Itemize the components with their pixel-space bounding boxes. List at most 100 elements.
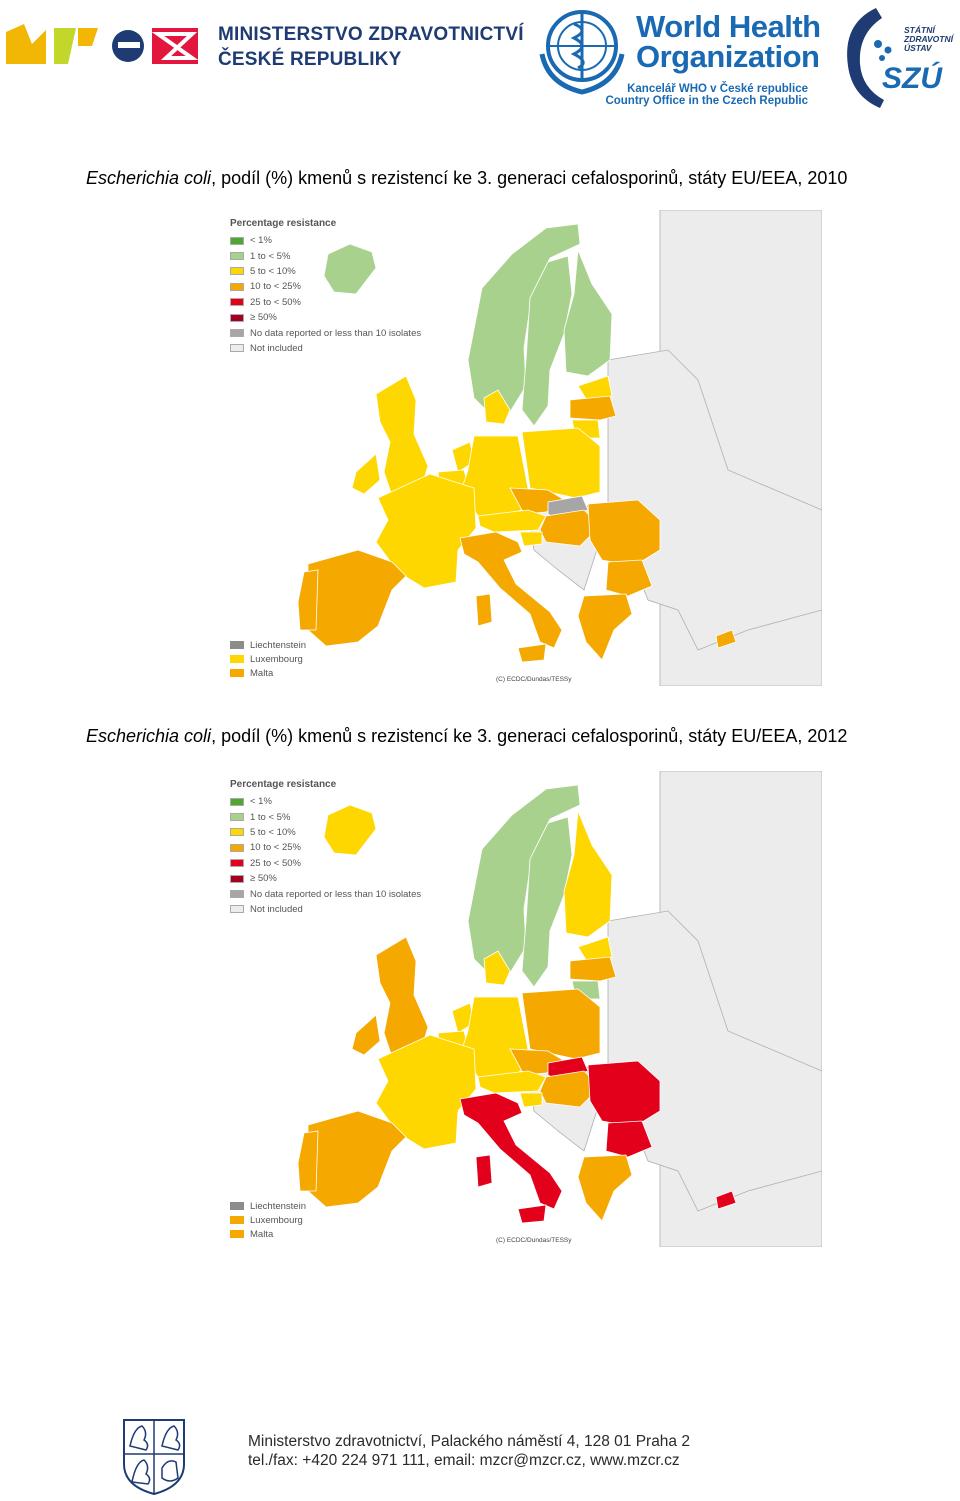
map-svg xyxy=(297,210,822,686)
map-title-organism: Escherichia coli xyxy=(86,168,212,188)
legend-item: 25 to < 50% xyxy=(230,295,421,310)
country-norway xyxy=(467,223,581,417)
who-name-line1: World Health xyxy=(636,9,821,44)
country-greece xyxy=(577,1154,633,1222)
legend-item: 1 to < 5% xyxy=(230,809,421,824)
country-uk xyxy=(375,936,429,1058)
country-italy xyxy=(459,1092,563,1210)
country-slovenia xyxy=(519,531,543,547)
legend-swatch xyxy=(230,828,244,837)
country-portugal xyxy=(297,1130,319,1192)
country-portugal xyxy=(297,569,319,631)
country-denmark xyxy=(483,389,511,425)
map-title-2012: Escherichia coli, podíl (%) kmenů s rezi… xyxy=(86,726,960,747)
ministry-logo-mark xyxy=(6,24,200,73)
who-name-line2: Organization xyxy=(636,39,820,74)
legend-swatch xyxy=(230,236,244,245)
legend-label: ≥ 50% xyxy=(250,873,277,885)
legend-rows: < 1% 1 to < 5% 5 to < 10% 10 to < 25% 25 to … xyxy=(230,794,421,917)
legend-swatch xyxy=(230,874,244,883)
who-name: World Health Organization xyxy=(636,9,821,74)
legend-label: 1 to < 5% xyxy=(250,250,291,262)
legend-swatch xyxy=(230,890,244,899)
small-states-legend: Liechtenstein Luxembourg Malta xyxy=(230,638,306,680)
country-norway xyxy=(467,784,581,978)
europe-map-2012: Percentage resistance < 1% 1 to < 5% 5 to … xyxy=(228,771,822,1247)
legend-item: 5 to < 10% xyxy=(230,825,421,840)
country-poland xyxy=(521,988,601,1060)
legend-swatch xyxy=(230,282,244,291)
szu-name-line2: ZDRAVOTNÍ xyxy=(904,34,953,44)
legend-label: 1 to < 5% xyxy=(250,811,291,823)
country-sicily xyxy=(517,1204,547,1224)
small-state-item: Malta xyxy=(230,1227,306,1241)
legend-label: < 1% xyxy=(250,796,272,808)
legend-item: 1 to < 5% xyxy=(230,248,421,263)
legend-item: 10 to < 25% xyxy=(230,279,421,294)
small-state-item: Liechtenstein xyxy=(230,1199,306,1213)
country-france xyxy=(375,473,477,589)
legend-label: 10 to < 25% xyxy=(250,281,301,293)
legend-item: ≥ 50% xyxy=(230,310,421,325)
country-hungary xyxy=(539,509,601,547)
legend-swatch xyxy=(230,344,244,353)
legend-label: < 1% xyxy=(250,235,272,247)
who-office: Kancelář WHO v České republice Country O… xyxy=(592,83,808,107)
ministry-name-line2: ČESKÉ REPUBLIKY xyxy=(218,49,402,70)
who-office-line1: Kancelář WHO v České republice xyxy=(627,83,808,95)
country-spain xyxy=(307,1110,407,1208)
country-latvia xyxy=(569,956,617,982)
legend-title: Percentage resistance xyxy=(230,218,337,229)
legend-swatch xyxy=(230,329,244,338)
legend-swatch xyxy=(230,905,244,914)
legend-label: No data reported or less than 10 isolate… xyxy=(250,888,422,900)
small-state-label: Malta xyxy=(250,1228,274,1240)
country-uk xyxy=(375,375,429,497)
country-cyprus xyxy=(715,1190,737,1210)
legend-label: 25 to < 50% xyxy=(250,296,301,308)
legend-label: No data reported or less than 10 isolate… xyxy=(250,327,422,339)
country-france xyxy=(375,1034,477,1150)
europe-map-2010: Percentage resistance < 1% 1 to < 5% 5 to … xyxy=(228,210,822,686)
country-sweden xyxy=(521,816,573,988)
legend-item: < 1% xyxy=(230,794,421,809)
map-legend: Percentage resistance < 1% 1 to < 5% 5 to … xyxy=(230,779,421,917)
map-copyright: (C) ECDC/Dundas/TESSy xyxy=(496,676,572,683)
legend-rows: < 1% 1 to < 5% 5 to < 10% 10 to < 25% 25 to … xyxy=(230,233,421,356)
legend-label: 25 to < 50% xyxy=(250,857,301,869)
czech-coat-of-arms-icon xyxy=(122,1418,186,1501)
legend-item: ≥ 50% xyxy=(230,871,421,886)
country-bulgaria xyxy=(605,1120,653,1158)
small-state-label: Luxembourg xyxy=(250,653,303,665)
country-finland xyxy=(563,810,613,938)
small-state-label: Luxembourg xyxy=(250,1214,303,1226)
footer-contact: Ministerstvo zdravotnictví, Palackého ná… xyxy=(248,1432,690,1470)
legend-label: ≥ 50% xyxy=(250,312,277,324)
legend-item: 25 to < 50% xyxy=(230,856,421,871)
footer-phone-email: tel./fax: +420 224 971 111, email: mzcr@… xyxy=(248,1452,680,1469)
szu-name-line3: ÚSTAV xyxy=(904,43,932,53)
country-iceland xyxy=(323,243,377,295)
legend-item: No data reported or less than 10 isolate… xyxy=(230,325,421,340)
small-state-item: Luxembourg xyxy=(230,652,306,666)
szu-name-line1: STÁTNÍ xyxy=(904,25,935,35)
legend-label: Not included xyxy=(250,903,303,915)
small-state-label: Malta xyxy=(250,667,274,679)
legend-label: 5 to < 10% xyxy=(250,826,296,838)
szu-name: STÁTNÍ ZDRAVOTNÍ ÚSTAV xyxy=(904,26,953,53)
legend-item: No data reported or less than 10 isolate… xyxy=(230,886,421,901)
ministry-name-line1: MINISTERSTVO ZDRAVOTNICTVÍ xyxy=(218,24,524,45)
country-romania xyxy=(587,499,661,567)
who-office-line2: Country Office in the Czech Republic xyxy=(605,95,808,107)
legend-swatch xyxy=(230,797,244,806)
small-state-item: Liechtenstein xyxy=(230,638,306,652)
small-state-swatch xyxy=(230,1216,244,1224)
country-ireland xyxy=(351,1014,381,1056)
legend-swatch xyxy=(230,252,244,261)
country-iceland xyxy=(323,804,377,856)
country-sardinia xyxy=(475,1154,493,1188)
map-title-text: , podíl (%) kmenů s rezistencí ke 3. gen… xyxy=(211,168,848,188)
legend-item: Not included xyxy=(230,902,421,917)
szu-logo-icon: SZÚ xyxy=(838,4,958,115)
country-finland xyxy=(563,249,613,377)
